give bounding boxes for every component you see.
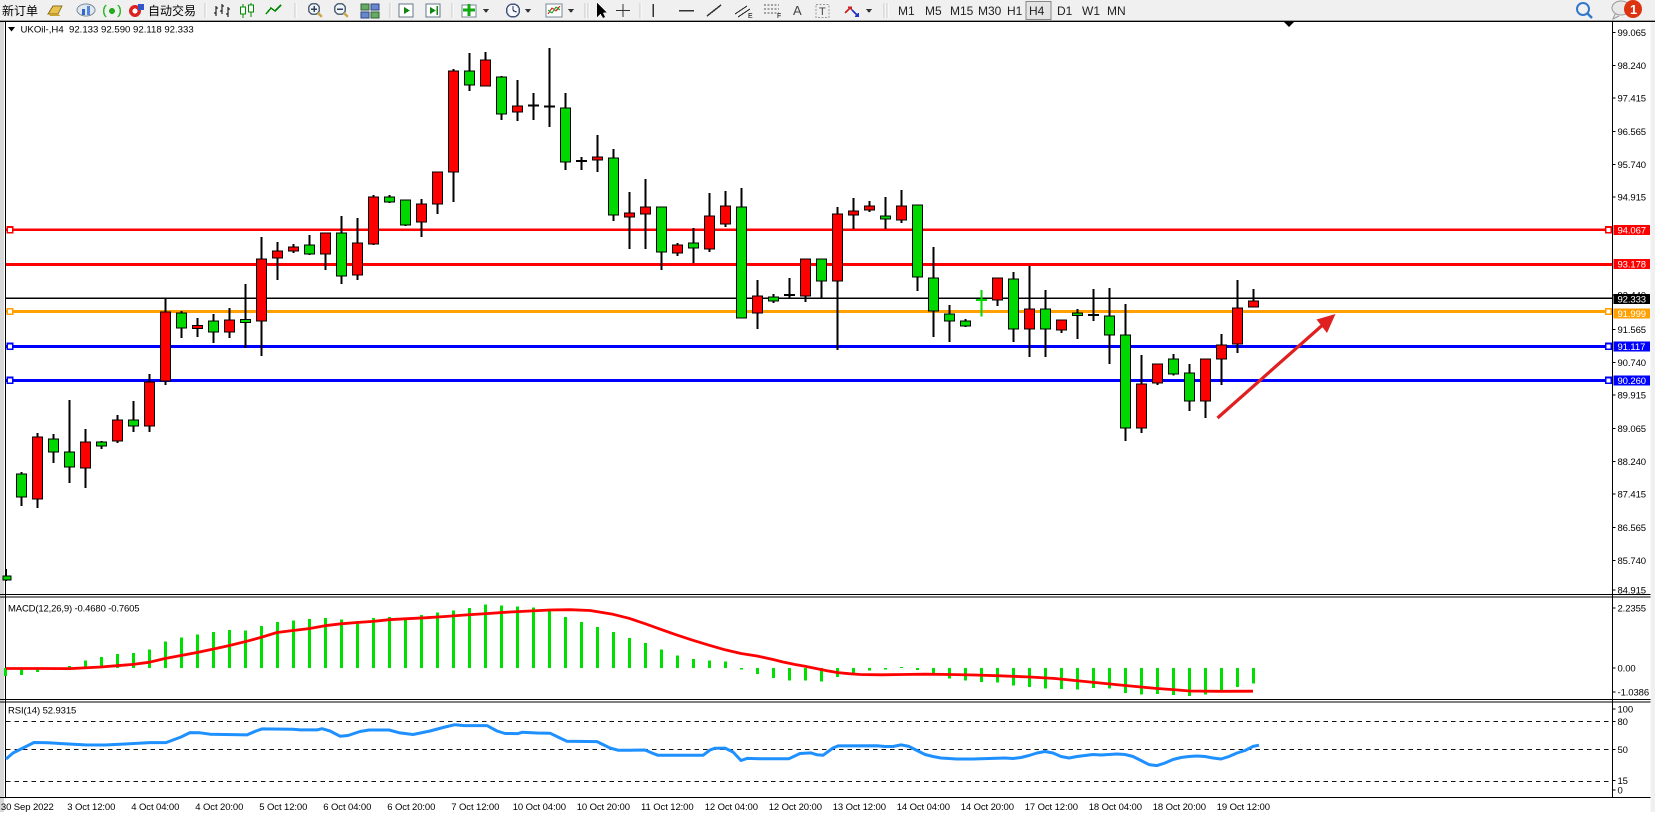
svg-text:14 Oct 20:00: 14 Oct 20:00	[961, 802, 1014, 813]
svg-text:M5: M5	[925, 4, 942, 18]
svg-text:98.240: 98.240	[1618, 61, 1646, 72]
svg-text:2.2355: 2.2355	[1618, 604, 1646, 615]
svg-text:A: A	[793, 3, 802, 18]
svg-text:自动交易: 自动交易	[148, 3, 196, 18]
svg-text:86.565: 86.565	[1618, 523, 1646, 534]
svg-text:88.240: 88.240	[1618, 457, 1646, 468]
svg-text:新订单: 新订单	[2, 3, 38, 18]
svg-text:100: 100	[1618, 705, 1634, 716]
svg-text:92.333: 92.333	[1618, 295, 1646, 306]
svg-text:87.415: 87.415	[1618, 489, 1646, 500]
svg-text:D1: D1	[1057, 4, 1073, 18]
svg-text:11 Oct 12:00: 11 Oct 12:00	[641, 802, 694, 813]
svg-text:10 Oct 20:00: 10 Oct 20:00	[577, 802, 630, 813]
svg-text:89.065: 89.065	[1618, 424, 1646, 435]
svg-text:90.740: 90.740	[1618, 358, 1646, 369]
svg-text:3 Oct 12:00: 3 Oct 12:00	[67, 802, 115, 813]
svg-text:RSI(14) 52.9315: RSI(14) 52.9315	[8, 706, 76, 717]
svg-text:M1: M1	[898, 4, 915, 18]
svg-text:50: 50	[1618, 745, 1628, 756]
svg-text:12 Oct 04:00: 12 Oct 04:00	[705, 802, 758, 813]
svg-text:MACD(12,26,9) -0.4680 -0.7605: MACD(12,26,9) -0.4680 -0.7605	[8, 604, 139, 615]
svg-text:M15: M15	[950, 4, 974, 18]
svg-text:T: T	[819, 6, 826, 18]
svg-text:18 Oct 04:00: 18 Oct 04:00	[1089, 802, 1142, 813]
svg-text:1: 1	[1630, 2, 1637, 17]
svg-text:UKOil-,H4 92.133 92.590 92.11: UKOil-,H4 92.133 92.590 92.118 92.333	[21, 25, 194, 36]
svg-text:18 Oct 20:00: 18 Oct 20:00	[1153, 802, 1206, 813]
svg-text:M30: M30	[978, 4, 1002, 18]
svg-text:0.00: 0.00	[1618, 664, 1636, 675]
svg-text:10 Oct 04:00: 10 Oct 04:00	[513, 802, 566, 813]
svg-text:7 Oct 12:00: 7 Oct 12:00	[451, 802, 499, 813]
svg-text:93.178: 93.178	[1618, 259, 1646, 270]
svg-text:84.915: 84.915	[1618, 586, 1646, 597]
svg-text:5 Oct 12:00: 5 Oct 12:00	[259, 802, 307, 813]
svg-text:90.260: 90.260	[1618, 376, 1646, 387]
svg-text:94.067: 94.067	[1618, 225, 1646, 236]
svg-text:13 Oct 12:00: 13 Oct 12:00	[833, 802, 886, 813]
svg-text:W1: W1	[1082, 4, 1100, 18]
svg-text:89.915: 89.915	[1618, 390, 1646, 401]
svg-text:17 Oct 12:00: 17 Oct 12:00	[1025, 802, 1078, 813]
svg-text:4 Oct 20:00: 4 Oct 20:00	[195, 802, 243, 813]
svg-text:6 Oct 04:00: 6 Oct 04:00	[323, 802, 371, 813]
svg-text:14 Oct 04:00: 14 Oct 04:00	[897, 802, 950, 813]
svg-text:30 Sep 2022: 30 Sep 2022	[1, 802, 54, 813]
svg-text:4 Oct 04:00: 4 Oct 04:00	[131, 802, 179, 813]
svg-text:91.999: 91.999	[1618, 309, 1646, 320]
svg-text:H4: H4	[1029, 4, 1045, 18]
svg-text:MN: MN	[1107, 4, 1126, 18]
svg-text:-1.0386: -1.0386	[1618, 688, 1650, 699]
svg-text:12 Oct 20:00: 12 Oct 20:00	[769, 802, 822, 813]
svg-text:91.565: 91.565	[1618, 325, 1646, 336]
svg-text:H1: H1	[1007, 4, 1023, 18]
svg-text:F: F	[777, 13, 781, 20]
svg-text:94.915: 94.915	[1618, 192, 1646, 203]
svg-text:97.415: 97.415	[1618, 93, 1646, 104]
svg-text:0: 0	[1618, 785, 1623, 796]
svg-text:15: 15	[1618, 776, 1628, 787]
svg-text:6 Oct 20:00: 6 Oct 20:00	[387, 802, 435, 813]
svg-text:E: E	[748, 13, 753, 20]
svg-text:85.740: 85.740	[1618, 556, 1646, 567]
svg-text:95.740: 95.740	[1618, 160, 1646, 171]
svg-text:99.065: 99.065	[1618, 28, 1646, 39]
svg-text:19 Oct 12:00: 19 Oct 12:00	[1217, 802, 1270, 813]
svg-text:96.565: 96.565	[1618, 127, 1646, 138]
svg-text:91.117: 91.117	[1618, 342, 1646, 353]
svg-text:80: 80	[1618, 717, 1628, 728]
